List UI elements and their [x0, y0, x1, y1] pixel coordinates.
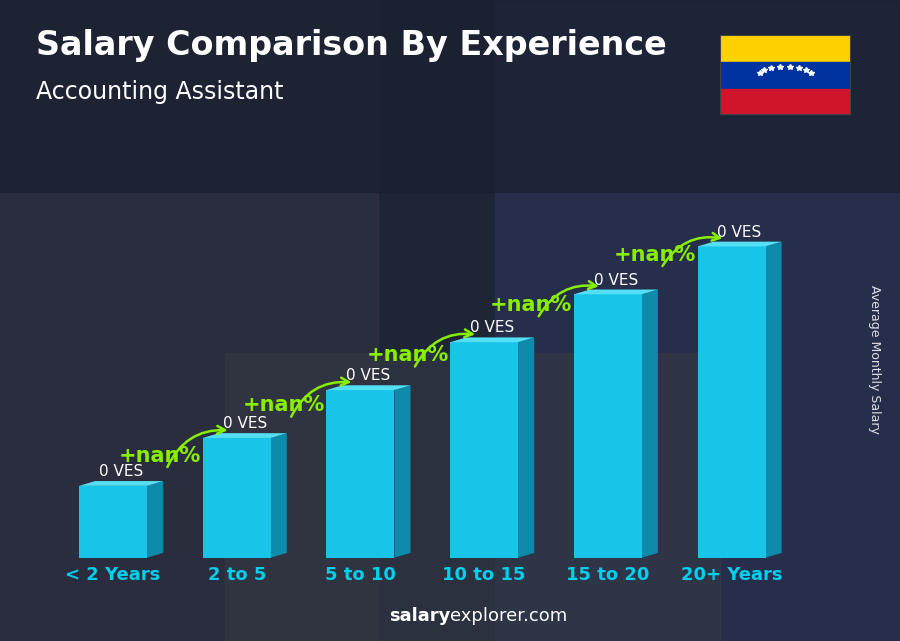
Text: +nan%: +nan% — [366, 345, 448, 365]
Bar — [79, 486, 147, 558]
Polygon shape — [394, 385, 410, 558]
Bar — [698, 246, 766, 558]
Bar — [202, 438, 271, 558]
Polygon shape — [698, 242, 781, 246]
Text: 0 VES: 0 VES — [470, 320, 514, 335]
Polygon shape — [327, 385, 410, 390]
Bar — [225, 353, 720, 641]
Polygon shape — [450, 337, 535, 342]
Polygon shape — [79, 481, 163, 486]
Polygon shape — [202, 433, 287, 438]
Text: 0 VES: 0 VES — [346, 369, 391, 383]
Polygon shape — [574, 290, 658, 294]
Text: 0 VES: 0 VES — [222, 416, 267, 431]
Text: Average Monthly Salary: Average Monthly Salary — [868, 285, 881, 433]
Text: 0 VES: 0 VES — [99, 464, 143, 479]
Bar — [0, 0, 900, 192]
Bar — [574, 294, 642, 558]
Text: +nan%: +nan% — [614, 245, 696, 265]
Polygon shape — [766, 242, 781, 558]
Bar — [720, 88, 850, 115]
Bar — [450, 342, 518, 558]
Text: Salary Comparison By Experience: Salary Comparison By Experience — [36, 29, 667, 62]
Text: +nan%: +nan% — [119, 445, 202, 466]
Text: +nan%: +nan% — [490, 295, 572, 315]
Polygon shape — [518, 337, 535, 558]
Bar — [720, 62, 850, 88]
Bar — [327, 390, 394, 558]
Text: explorer.com: explorer.com — [450, 607, 567, 625]
Polygon shape — [271, 433, 287, 558]
Bar — [0, 0, 378, 641]
Polygon shape — [147, 481, 163, 558]
Polygon shape — [642, 290, 658, 558]
Text: salary: salary — [389, 607, 450, 625]
Text: Accounting Assistant: Accounting Assistant — [36, 80, 284, 104]
Text: 0 VES: 0 VES — [594, 272, 638, 288]
Bar — [720, 35, 850, 62]
Bar — [495, 0, 900, 641]
Text: +nan%: +nan% — [243, 395, 325, 415]
Text: 0 VES: 0 VES — [717, 225, 761, 240]
